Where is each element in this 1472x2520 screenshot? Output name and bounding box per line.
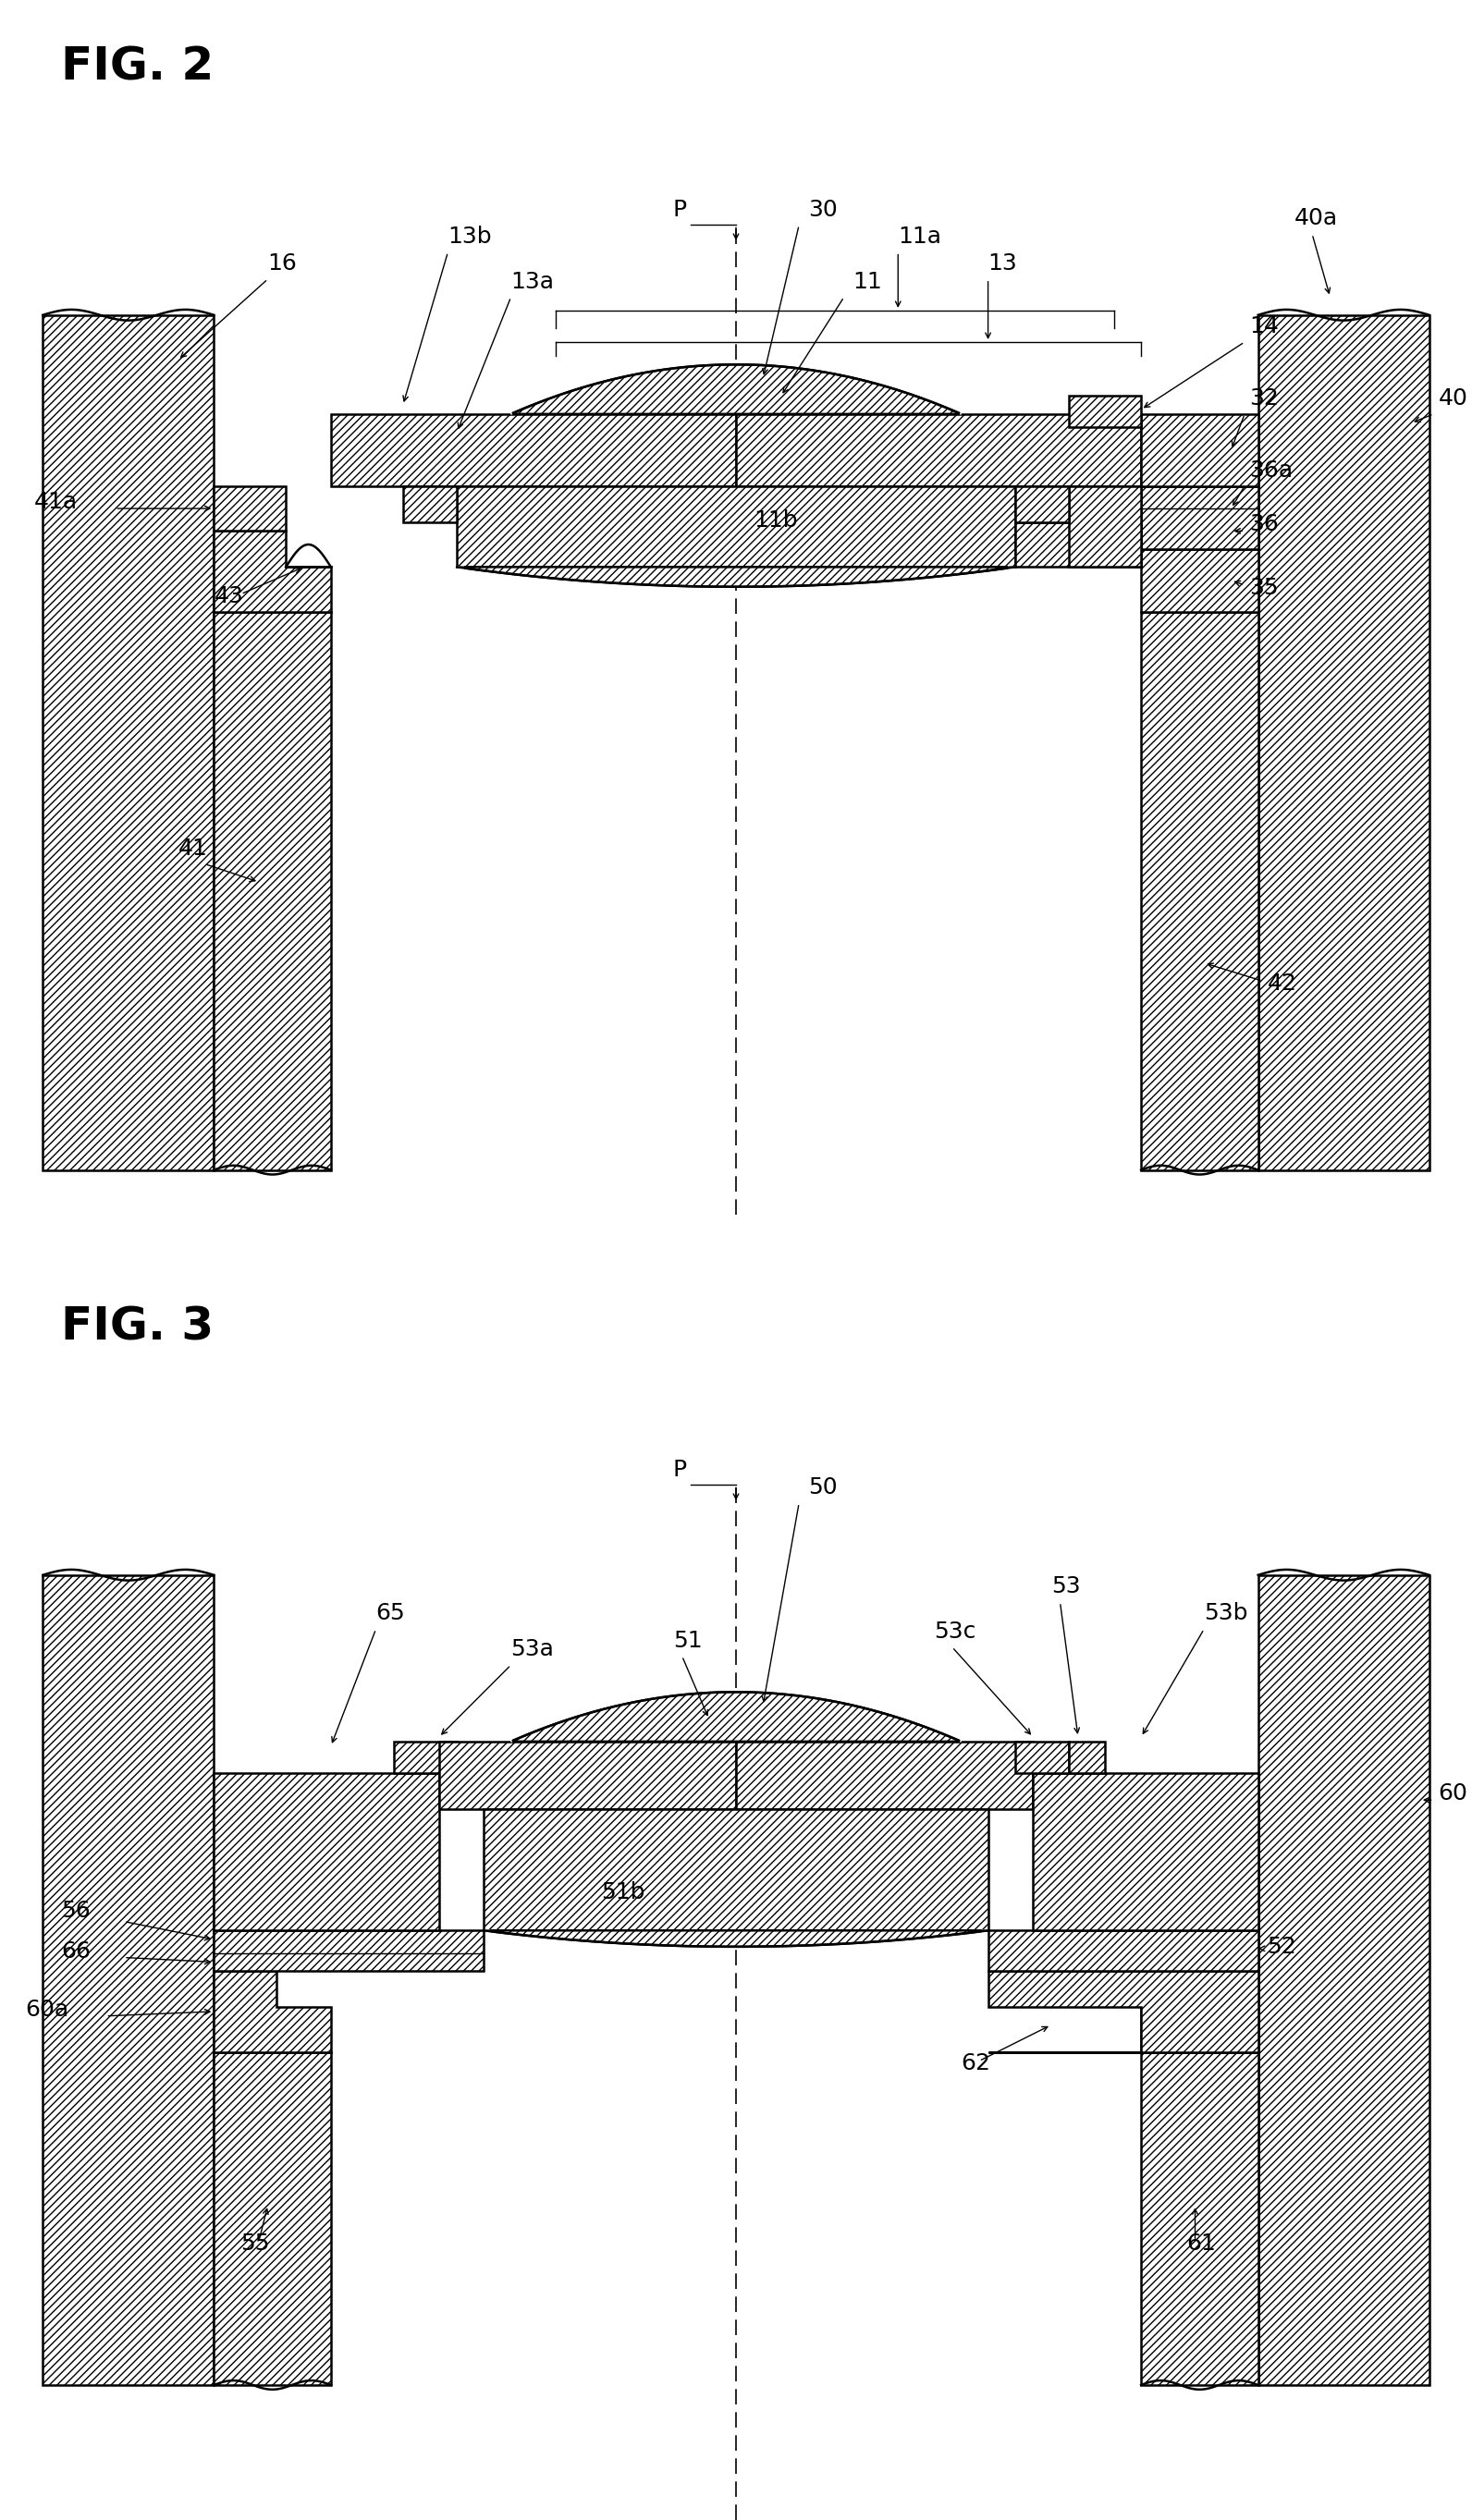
Polygon shape (514, 1691, 958, 1741)
Polygon shape (736, 413, 1141, 486)
Polygon shape (492, 1930, 980, 1945)
Text: 36: 36 (1250, 514, 1279, 537)
Text: 50: 50 (808, 1477, 838, 1499)
Polygon shape (1016, 1741, 1069, 1774)
Text: 30: 30 (808, 199, 838, 222)
Polygon shape (1033, 1774, 1259, 1930)
Text: 53a: 53a (511, 1638, 555, 1661)
Text: 40: 40 (1438, 388, 1468, 411)
Text: 35: 35 (1250, 577, 1278, 600)
Polygon shape (1016, 522, 1141, 567)
Text: 61: 61 (1186, 2233, 1216, 2255)
Text: 32: 32 (1250, 388, 1279, 411)
Text: 51: 51 (673, 1630, 702, 1651)
Text: 65: 65 (375, 1603, 405, 1625)
Polygon shape (736, 1741, 1033, 1809)
Text: 56: 56 (60, 1900, 90, 1923)
Polygon shape (484, 1809, 988, 1930)
Text: 60a: 60a (25, 1998, 68, 2021)
Text: 53b: 53b (1204, 1603, 1248, 1625)
Text: 40a: 40a (1294, 207, 1338, 229)
Polygon shape (213, 612, 331, 1169)
Polygon shape (1141, 2051, 1259, 2384)
Text: 13a: 13a (511, 270, 555, 292)
Polygon shape (403, 486, 456, 522)
Polygon shape (465, 567, 1007, 587)
Text: P: P (673, 1459, 686, 1482)
Polygon shape (1259, 315, 1429, 1169)
Text: 11b: 11b (754, 509, 798, 532)
Text: 60: 60 (1438, 1782, 1468, 1804)
Polygon shape (213, 532, 331, 612)
Text: 43: 43 (213, 585, 243, 607)
Polygon shape (1069, 486, 1141, 567)
Polygon shape (213, 486, 286, 532)
Text: 14: 14 (1250, 315, 1279, 338)
Polygon shape (213, 1774, 439, 1930)
Polygon shape (1259, 1575, 1429, 2384)
Polygon shape (988, 2006, 1259, 2051)
Polygon shape (484, 1930, 988, 1945)
Text: 53: 53 (1051, 1575, 1080, 1598)
Polygon shape (43, 1575, 213, 2384)
Text: 16: 16 (268, 252, 297, 275)
Polygon shape (1141, 486, 1259, 549)
Polygon shape (1069, 1741, 1105, 1774)
Text: 11a: 11a (898, 224, 942, 247)
Text: 42: 42 (1267, 973, 1297, 995)
Text: 36a: 36a (1250, 459, 1292, 481)
Text: 66: 66 (60, 1940, 90, 1963)
Polygon shape (439, 1741, 736, 1809)
Text: 13b: 13b (447, 224, 492, 247)
Polygon shape (213, 2051, 331, 2384)
Text: 41a: 41a (34, 491, 78, 514)
Text: 41: 41 (178, 837, 208, 859)
Text: 51b: 51b (601, 1882, 645, 1903)
Polygon shape (511, 1691, 961, 1741)
Text: FIG. 3: FIG. 3 (60, 1305, 213, 1348)
Polygon shape (1016, 486, 1069, 522)
Text: 52: 52 (1267, 1935, 1297, 1958)
Polygon shape (331, 413, 736, 486)
Polygon shape (1069, 396, 1141, 428)
Polygon shape (1141, 549, 1259, 612)
Text: 11: 11 (854, 270, 882, 292)
Polygon shape (456, 567, 1016, 587)
Text: 53c: 53c (935, 1620, 976, 1643)
Polygon shape (1141, 413, 1259, 486)
Polygon shape (213, 1930, 484, 1971)
Polygon shape (988, 1930, 1259, 1971)
Polygon shape (456, 486, 1016, 567)
Text: 55: 55 (241, 2233, 269, 2255)
Polygon shape (511, 365, 961, 413)
Polygon shape (394, 1741, 456, 1774)
Text: FIG. 2: FIG. 2 (60, 45, 213, 88)
Text: 13: 13 (988, 252, 1017, 275)
Polygon shape (213, 1971, 331, 2051)
Text: P: P (673, 199, 686, 222)
Polygon shape (1141, 612, 1259, 1169)
Polygon shape (43, 315, 213, 1169)
Polygon shape (988, 1971, 1259, 2051)
Text: 62: 62 (961, 2051, 991, 2074)
Polygon shape (514, 365, 958, 413)
